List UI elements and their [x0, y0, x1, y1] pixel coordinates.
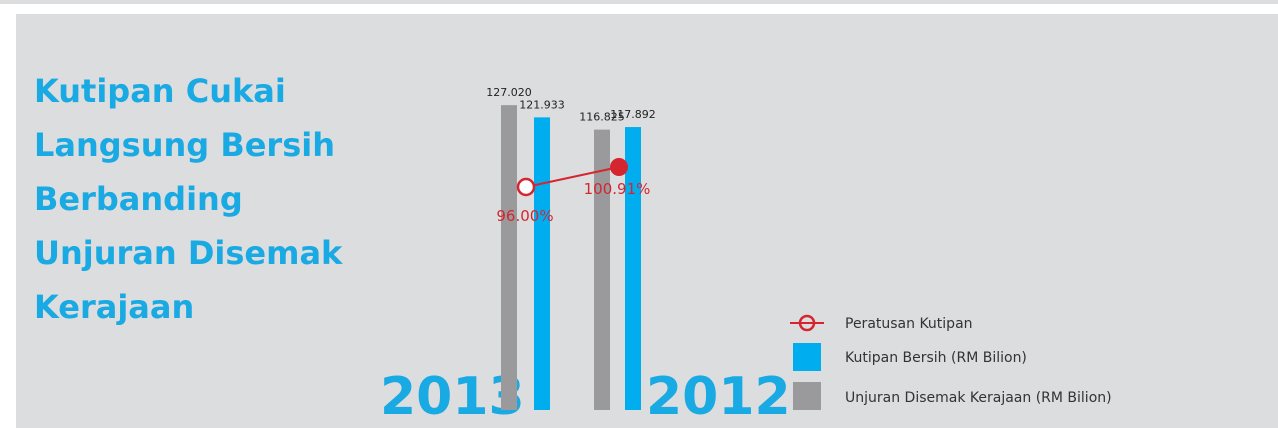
- top-strip: [0, 0, 1278, 4]
- title-line: Langsung Bersih: [34, 126, 335, 164]
- bar-2013-series-0: [501, 105, 517, 410]
- title-line: Berbanding: [34, 180, 243, 218]
- title-line: Kutipan Cukai: [34, 72, 286, 110]
- legend-circle-icon: [798, 314, 816, 332]
- bar-value-label: 121.933: [519, 98, 565, 111]
- legend-label-peratusan: Peratusan Kutipan: [845, 316, 973, 332]
- bar-value-label: 117.892: [610, 108, 656, 121]
- peratusan-label-2012: 100.91%: [584, 180, 651, 198]
- peratusan-label-2013: 96.00%: [496, 207, 553, 225]
- legend-swatch-unjuran: [793, 382, 821, 410]
- title-line: Unjuran Disemak: [34, 234, 343, 272]
- bar-2012-series-1: [625, 127, 641, 410]
- chart-panel: [16, 14, 1278, 428]
- chart-title: Kutipan Cukai Langsung Bersih Berbanding…: [34, 64, 394, 334]
- legend-label-unjuran: Unjuran Disemak Kerajaan (RM Bilion): [845, 390, 1112, 406]
- peratusan-point-2012: [610, 158, 628, 176]
- legend-label-kutipan: Kutipan Bersih (RM Bilion): [845, 350, 1027, 366]
- bar-value-label: 127.020: [486, 86, 532, 99]
- bar-2013-series-1: [534, 117, 550, 410]
- peratusan-line: [525, 166, 620, 188]
- bar-2012-series-0: [594, 129, 610, 410]
- legend-swatch-kutipan: [793, 343, 821, 371]
- title-line: Kerajaan: [34, 288, 195, 326]
- peratusan-point-2013: [516, 177, 536, 197]
- year-label-2012: 2012: [646, 367, 791, 427]
- bar-value-label: 116.825: [579, 111, 625, 124]
- year-label-2013: 2013: [380, 367, 525, 427]
